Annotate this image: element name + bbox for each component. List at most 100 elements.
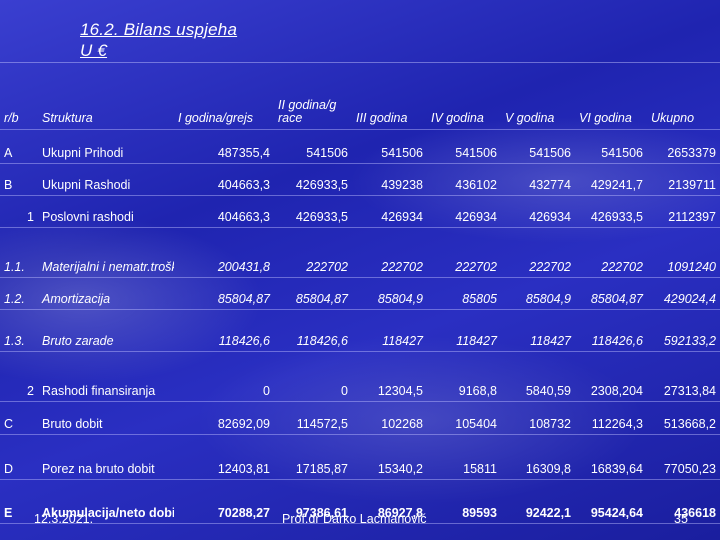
table-row: D Porez na bruto dobit 12403,81 17185,87 153… bbox=[0, 434, 720, 480]
value-cell: 86927,8 bbox=[352, 479, 427, 524]
value-cell: 2308,204 bbox=[575, 351, 647, 402]
value-cell: 16839,64 bbox=[575, 434, 647, 480]
value-cell: 12403,81 bbox=[174, 434, 274, 480]
value-cell: 85804,9 bbox=[501, 277, 575, 310]
value-cell: 541506 bbox=[575, 129, 647, 164]
value-cell: 222702 bbox=[575, 227, 647, 278]
value-cell: 17185,87 bbox=[274, 434, 352, 480]
table-row: 1.1. Materijalni i nematr.troško. 200431,8… bbox=[0, 227, 720, 278]
row-label-cell: Bruto zarade bbox=[38, 309, 174, 352]
page-number: 35 bbox=[674, 512, 688, 526]
footer-date: 12.3.2021. bbox=[34, 512, 94, 526]
row-index-cell: 1.3. bbox=[0, 309, 38, 352]
value-cell: 105404 bbox=[427, 401, 501, 435]
value-cell: 112264,3 bbox=[575, 401, 647, 435]
row-label-cell: Bruto dobit bbox=[38, 401, 174, 435]
value-cell: 222702 bbox=[501, 227, 575, 278]
header-rb: r/b bbox=[0, 63, 38, 130]
value-cell: 85805 bbox=[427, 277, 501, 310]
row-index-cell: A bbox=[0, 129, 38, 164]
value-cell: 426933,5 bbox=[575, 195, 647, 228]
header-year-3: III godina bbox=[352, 63, 427, 130]
value-cell: 426933,5 bbox=[274, 163, 352, 196]
footer-author: Prof.dr Darko Lacmanović bbox=[282, 512, 427, 526]
table-row: A Ukupni Prihodi 487355,4 541506 541506 54150… bbox=[0, 129, 720, 164]
row-label-cell: Ukupni Prihodi bbox=[38, 129, 174, 164]
header-year-5: V godina bbox=[501, 63, 575, 130]
table-row: 2 Rashodi finansiranja 0 0 12304,5 9168,8 5840… bbox=[0, 351, 720, 402]
slide-title: 16.2. Bilans uspjeha bbox=[80, 20, 238, 39]
table-top-rule bbox=[0, 62, 720, 63]
value-cell: 85804,87 bbox=[575, 277, 647, 310]
header-year-2: II godina/g race bbox=[274, 63, 352, 130]
value-cell: 118427 bbox=[427, 309, 501, 352]
value-cell: 118426,6 bbox=[174, 309, 274, 352]
value-cell: 92422,1 bbox=[501, 479, 575, 524]
header-year-6: VI godina bbox=[575, 63, 647, 130]
value-cell: 200431,8 bbox=[174, 227, 274, 278]
row-label-cell: Akumulacija/neto dobit bbox=[38, 479, 174, 524]
value-cell: 70288,27 bbox=[174, 479, 274, 524]
value-cell: 15340,2 bbox=[352, 434, 427, 480]
table-row: 1.2. Amortizacija 85804,87 85804,87 85804,9 8… bbox=[0, 277, 720, 310]
value-cell: 114572,5 bbox=[274, 401, 352, 435]
value-cell: 85804,87 bbox=[174, 277, 274, 310]
value-cell: 82692,09 bbox=[174, 401, 274, 435]
currency-subtitle: U € bbox=[80, 41, 108, 60]
income-statement-table: r/b Struktura I godina/grejs II godina/g… bbox=[0, 63, 720, 524]
row-index-cell: B bbox=[0, 163, 38, 196]
table-row: 1 Poslovni rashodi 404663,3 426933,5 426934 4… bbox=[0, 195, 720, 228]
value-cell: 2653379 bbox=[647, 129, 720, 164]
table-row: E Akumulacija/neto dobit 70288,27 97386,61 8… bbox=[0, 479, 720, 524]
value-cell: 89593 bbox=[427, 479, 501, 524]
table-row: B Ukupni Rashodi 404663,3 426933,5 439238 436… bbox=[0, 163, 720, 196]
value-cell: 108732 bbox=[501, 401, 575, 435]
value-cell: 426933,5 bbox=[274, 195, 352, 228]
value-cell: 95424,64 bbox=[575, 479, 647, 524]
value-cell: 12304,5 bbox=[352, 351, 427, 402]
table-header-row: r/b Struktura I godina/grejs II godina/g… bbox=[0, 63, 720, 130]
table-row: C Bruto dobit 82692,09 114572,5 102268 105404… bbox=[0, 401, 720, 435]
value-cell: 222702 bbox=[274, 227, 352, 278]
value-cell: 439238 bbox=[352, 163, 427, 196]
value-cell: 2112397 bbox=[647, 195, 720, 228]
value-cell: 27313,84 bbox=[647, 351, 720, 402]
value-cell: 97386,61 bbox=[274, 479, 352, 524]
header-year-4: IV godina bbox=[427, 63, 501, 130]
value-cell: 222702 bbox=[352, 227, 427, 278]
value-cell: 513668,2 bbox=[647, 401, 720, 435]
value-cell: 541506 bbox=[501, 129, 575, 164]
value-cell: 541506 bbox=[274, 129, 352, 164]
value-cell: 404663,3 bbox=[174, 163, 274, 196]
row-label-cell: Materijalni i nematr.troško. bbox=[38, 227, 174, 278]
value-cell: 118426,6 bbox=[575, 309, 647, 352]
row-label-cell: Amortizacija bbox=[38, 277, 174, 310]
value-cell: 436102 bbox=[427, 163, 501, 196]
value-cell: 102268 bbox=[352, 401, 427, 435]
value-cell: 118427 bbox=[352, 309, 427, 352]
header-ukupno: Ukupno bbox=[647, 63, 720, 130]
row-label-cell: Poslovni rashodi bbox=[38, 195, 174, 228]
value-cell: 426934 bbox=[352, 195, 427, 228]
value-cell: 429241,7 bbox=[575, 163, 647, 196]
value-cell: 426934 bbox=[501, 195, 575, 228]
header-struktura: Struktura bbox=[38, 63, 174, 130]
value-cell: 426934 bbox=[427, 195, 501, 228]
value-cell: 541506 bbox=[352, 129, 427, 164]
value-cell: 404663,3 bbox=[174, 195, 274, 228]
row-index-cell: D bbox=[0, 434, 38, 480]
value-cell: 436618 bbox=[647, 479, 720, 524]
header-year-1: I godina/grejs bbox=[174, 63, 274, 130]
value-cell: 0 bbox=[174, 351, 274, 402]
value-cell: 85804,87 bbox=[274, 277, 352, 310]
row-index-cell: 2 bbox=[0, 351, 38, 402]
row-index-cell: 1.2. bbox=[0, 277, 38, 310]
value-cell: 432774 bbox=[501, 163, 575, 196]
value-cell: 77050,23 bbox=[647, 434, 720, 480]
value-cell: 5840,59 bbox=[501, 351, 575, 402]
row-index-cell: 1.1. bbox=[0, 227, 38, 278]
value-cell: 429024,4 bbox=[647, 277, 720, 310]
value-cell: 16309,8 bbox=[501, 434, 575, 480]
value-cell: 2139711 bbox=[647, 163, 720, 196]
value-cell: 15811 bbox=[427, 434, 501, 480]
